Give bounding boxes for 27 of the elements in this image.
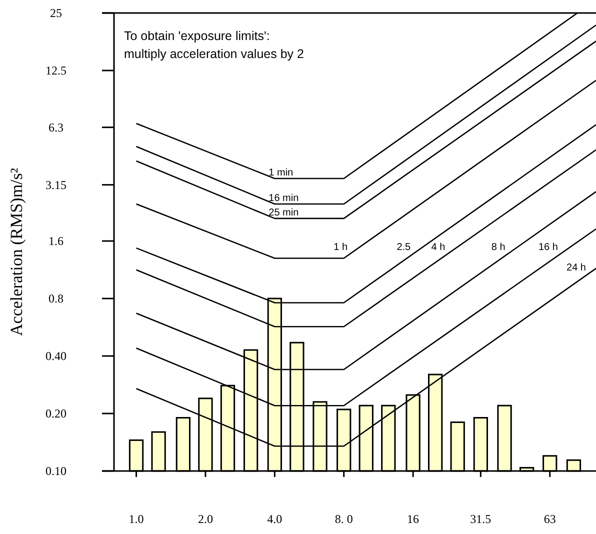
x-tick-label: 4.0	[267, 512, 282, 526]
y-tick-label: 3.15	[46, 178, 66, 192]
y-tick-label: 0.20	[46, 406, 66, 421]
series-label: 25 min	[268, 207, 299, 218]
x-tick-label: 1.0	[128, 512, 144, 526]
y-tick-label: 0.10	[46, 464, 66, 478]
y-tick-label: 6.3	[48, 120, 64, 134]
y-tick-label: 25	[50, 6, 62, 20]
x-tick-label: 63	[544, 512, 556, 526]
series-label: 1 min	[268, 167, 294, 178]
y-tick-label: 1.6	[48, 234, 64, 248]
series-label: 16 h	[538, 242, 558, 253]
x-tick-label: 2.0	[198, 512, 213, 526]
y-tick-label: 0.8	[48, 292, 64, 306]
y-tick-label: 12.5	[46, 63, 66, 78]
series-label: 24 h	[566, 262, 586, 274]
series-label: 4 h	[431, 242, 446, 253]
x-tick-label: 31.5	[470, 512, 492, 526]
annotation: To obtain 'exposure limits': multiply acceleration values by 2	[124, 29, 304, 61]
x-tick-label: 16	[407, 512, 420, 526]
series-label: 2.5	[396, 242, 412, 253]
series-label: 8 h	[491, 242, 506, 253]
x-tick-label: 8. 0	[334, 512, 353, 526]
series-label: 1 h	[334, 242, 348, 253]
y-tick-label: 0.40	[46, 349, 66, 364]
y-axis-title: Acceleration (RMS)m/s²	[7, 168, 26, 336]
series-label: 16 min	[268, 192, 299, 204]
